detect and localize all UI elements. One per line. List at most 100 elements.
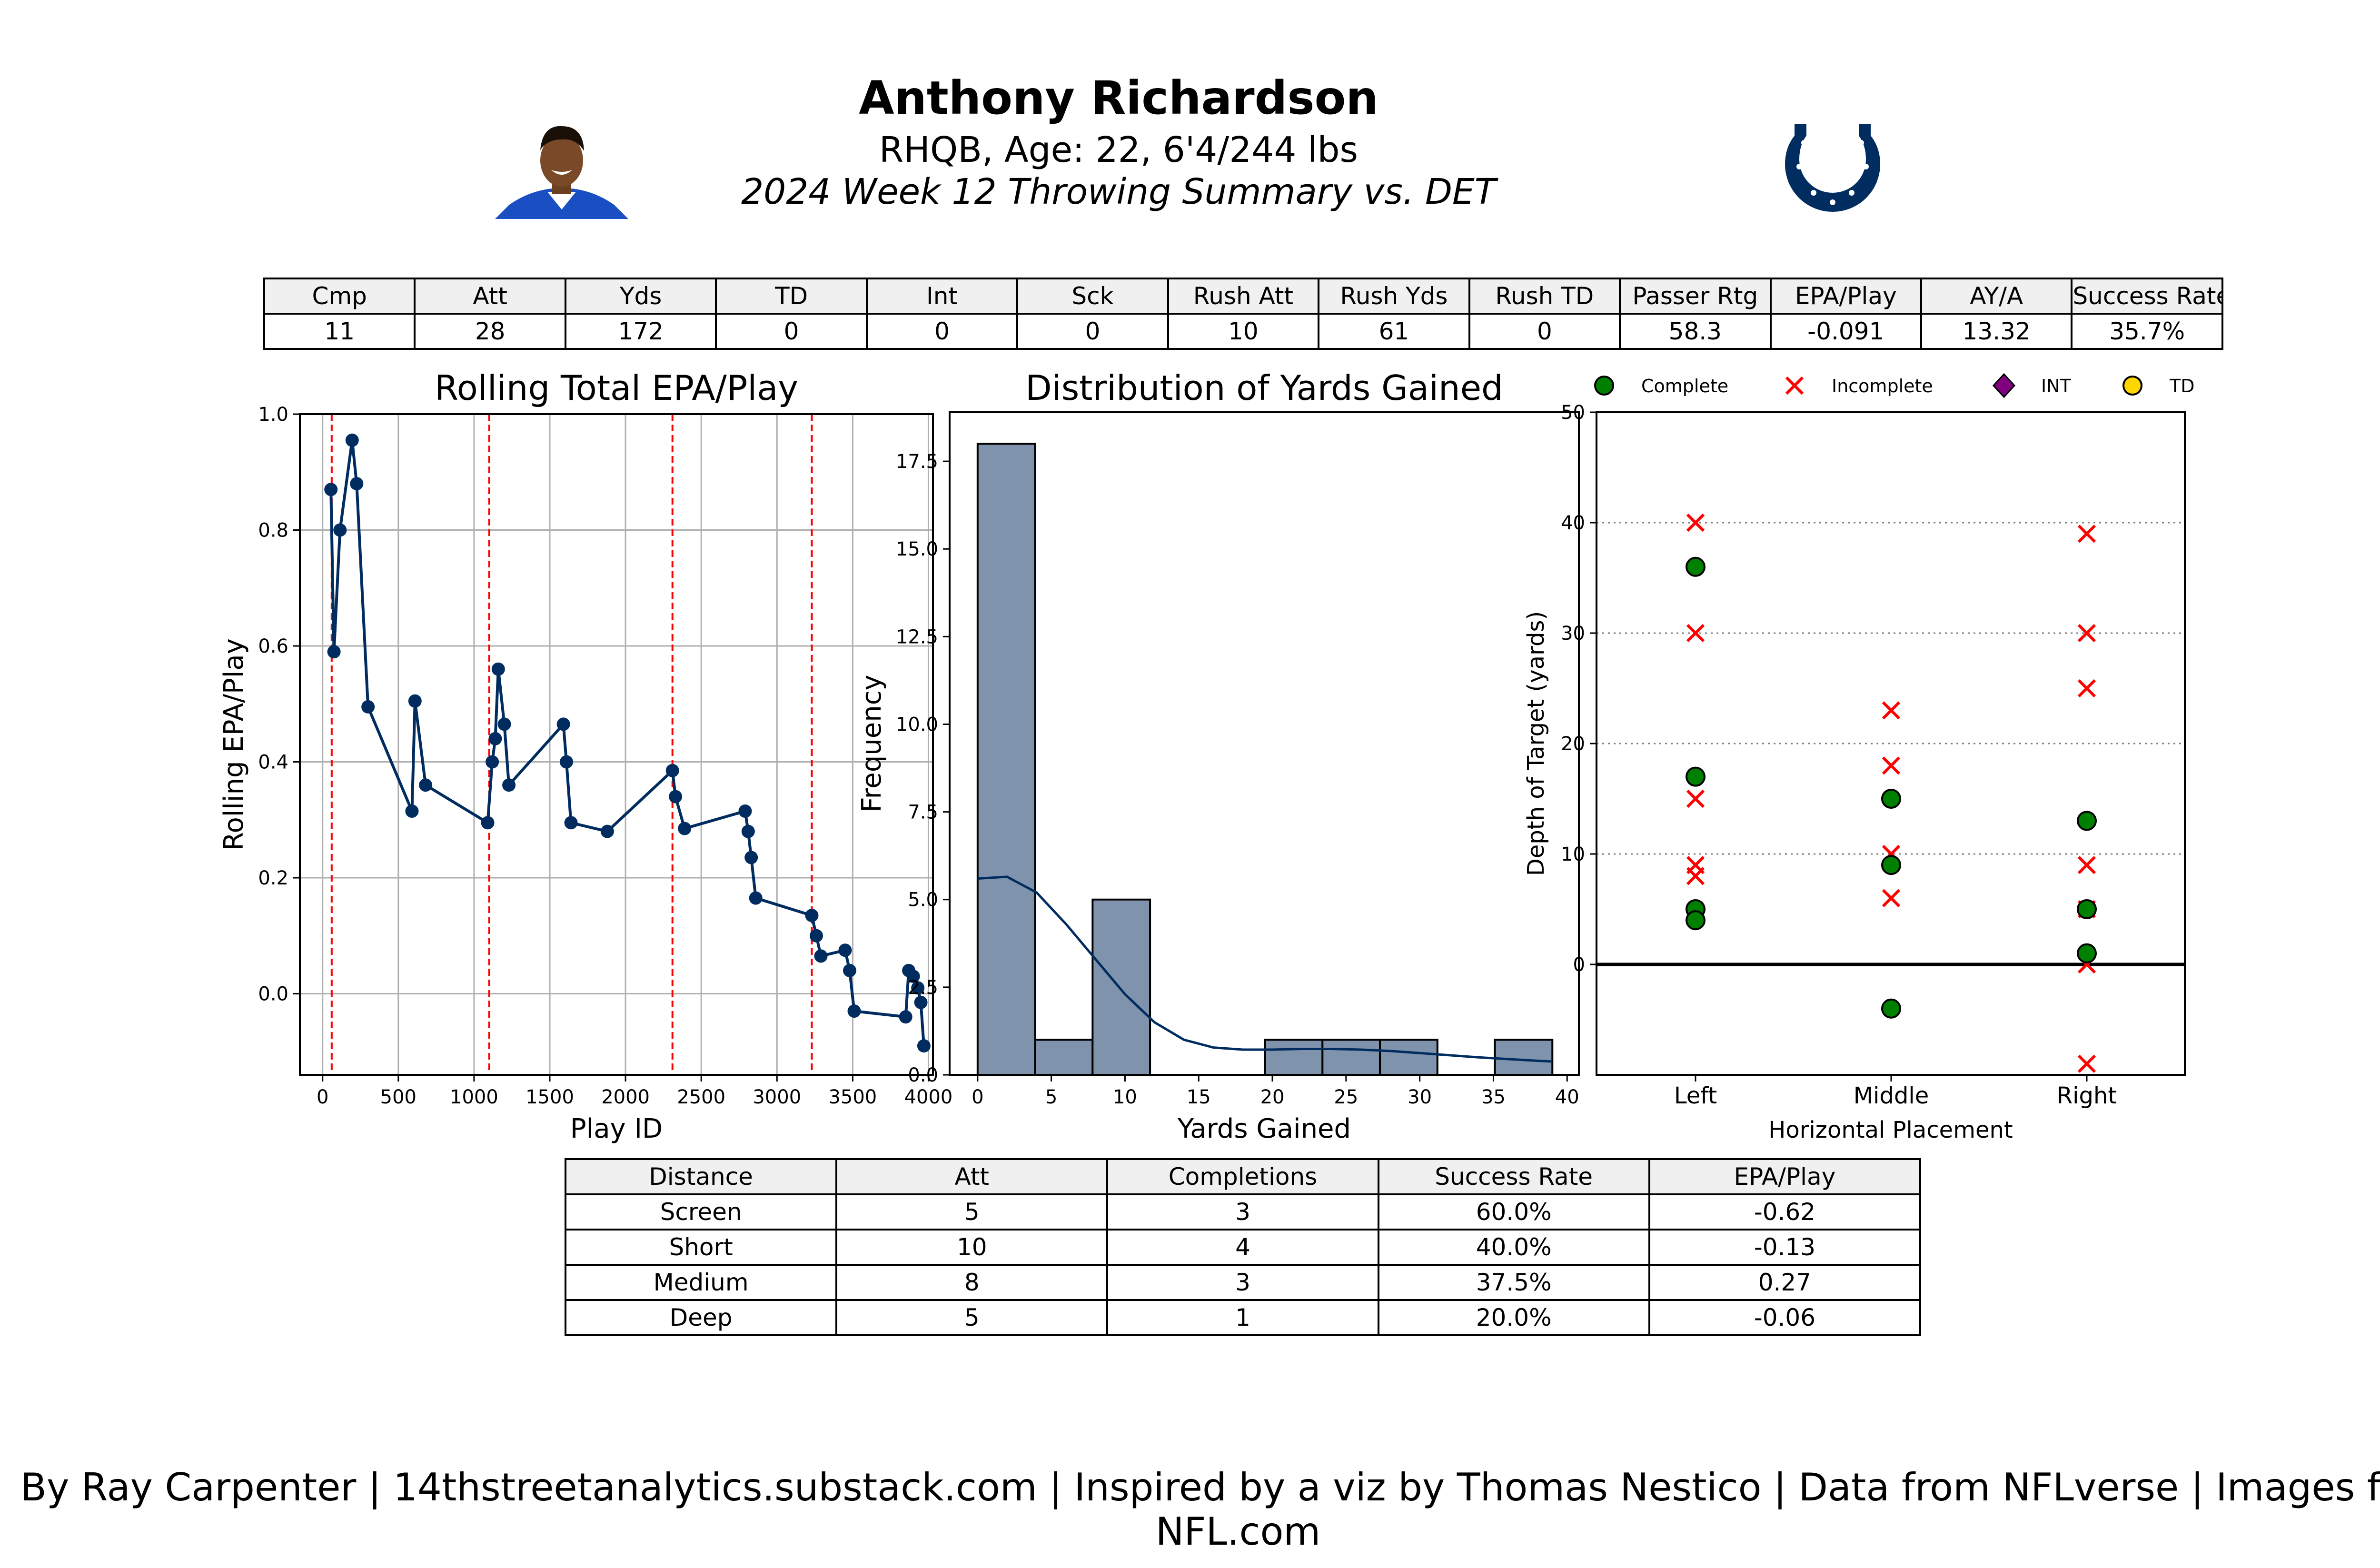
histogram-ytick-label: 10.0 [896, 714, 938, 735]
incomplete-marker [2077, 624, 2096, 643]
incomplete-marker [1686, 867, 1705, 885]
legend-complete: Complete [1594, 376, 1728, 397]
distance-cell: 3 [1106, 1264, 1379, 1301]
rolling-epa-xtick-label: 4000 [904, 1086, 953, 1108]
incomplete-marker [2077, 525, 2096, 543]
rolling-epa-point [810, 929, 823, 943]
player-subtitle: RHQB, Age: 22, 6'4/244 lbs [879, 129, 1359, 170]
distance-cell: 20.0% [1377, 1299, 1650, 1336]
histogram-ylabel: Frequency [856, 675, 887, 812]
distance-cell: -0.62 [1648, 1193, 1922, 1231]
rolling-epa-point [345, 433, 359, 447]
stats-header-cell: Rush Att [1167, 278, 1320, 315]
game-subtitle: 2024 Week 12 Throwing Summary vs. DET [741, 171, 1496, 212]
scatter-ylabel: Depth of Target (yards) [1523, 611, 1549, 876]
rolling-epa-point [906, 970, 920, 983]
rolling-epa-point [899, 1010, 912, 1024]
rolling-epa-line [329, 440, 925, 1046]
scatter-ytick-label: 30 [1561, 623, 1585, 645]
rolling-epa-point [350, 477, 364, 491]
rolling-epa-xtick-label: 1500 [526, 1086, 574, 1108]
stats-header-cell: Sck [1016, 278, 1169, 315]
distance-cell: -0.13 [1648, 1229, 1922, 1266]
stats-value-cell: 172 [564, 313, 717, 350]
distance-header-cell: Distance [564, 1158, 838, 1195]
rolling-epa-point [502, 778, 516, 792]
scatter-xtick-label: Right [2057, 1082, 2117, 1109]
stats-value-cell: 61 [1318, 313, 1470, 350]
stats-table: Cmp Att Yds TD Int Sck Rush Att Rush Yds Rush TD… [263, 278, 2223, 350]
stats-value-cell: 0 [1468, 313, 1621, 350]
histogram-xtick-label: 30 [1408, 1086, 1432, 1108]
scatter-ytick-label: 0 [1573, 954, 1585, 976]
scatter-xtick-label: Middle [1854, 1082, 1929, 1109]
incomplete-marker [1686, 513, 1705, 532]
distance-cell: 37.5% [1377, 1264, 1650, 1301]
rolling-epa-point [556, 717, 570, 731]
distance-row: Medium 8 3 37.5% 0.27 [564, 1264, 1922, 1301]
legend-incomplete-label: Incomplete [1832, 376, 1933, 397]
rolling-epa-xtick-label: 0 [317, 1086, 328, 1108]
histogram-bar [1494, 1039, 1554, 1076]
rolling-epa-point [843, 963, 856, 977]
rolling-epa-point [669, 790, 683, 804]
yards-histogram-chart: Distribution of Yards Gained 0 5 10 15 20 25 3… [856, 368, 1580, 1144]
rolling-epa-xtick-label: 3000 [753, 1086, 801, 1108]
stats-header-cell: Int [865, 278, 1019, 315]
rolling-epa-point [491, 662, 505, 676]
rolling-epa-xtick-label: 2000 [601, 1086, 650, 1108]
rolling-epa-point [333, 523, 347, 537]
histogram-ytick-label: 12.5 [896, 626, 938, 648]
stats-header-cell: Cmp [263, 278, 416, 315]
footer-credits: By Ray Carpenter | 14thstreetanalytics.s… [20, 1465, 2380, 1554]
rolling-epa-point [805, 909, 819, 923]
stats-value-cell: -0.091 [1769, 313, 1922, 350]
legend-td: TD [2122, 376, 2194, 397]
rolling-epa-point [497, 717, 511, 731]
histogram-ytick-label: 0.0 [908, 1064, 938, 1086]
histogram-bar [976, 443, 1036, 1076]
histogram-bar [1091, 898, 1151, 1076]
scatter-xtick-label: Left [1674, 1082, 1717, 1109]
distance-cell: 40.0% [1377, 1229, 1650, 1266]
distance-cell: Deep [564, 1299, 838, 1336]
rolling-epa-point [405, 804, 419, 818]
distance-cell: 3 [1106, 1193, 1379, 1231]
stats-header-cell: Yds [564, 278, 717, 315]
rolling-epa-xtick-label: 2500 [677, 1086, 725, 1108]
rolling-epa-point [917, 1039, 931, 1053]
complete-marker [2077, 811, 2097, 831]
distance-cell: 1 [1106, 1299, 1379, 1336]
histogram-xtick-label: 5 [1045, 1086, 1057, 1108]
histogram-bar [1264, 1039, 1324, 1076]
rolling-epa-point [741, 824, 755, 838]
rolling-epa-ytick-label: 0.8 [258, 520, 288, 542]
incomplete-marker [1882, 889, 1901, 907]
distance-header-cell: EPA/Play [1648, 1158, 1922, 1195]
stats-value-cell: 0 [865, 313, 1019, 350]
histogram-xlabel: Yards Gained [1177, 1113, 1351, 1144]
complete-marker [1686, 766, 1706, 787]
stats-header-cell: Rush TD [1468, 278, 1621, 315]
distance-row: Screen 5 3 60.0% -0.62 [564, 1193, 1922, 1231]
incomplete-marker [2077, 679, 2096, 698]
rolling-epa-point [419, 778, 433, 792]
page-title: Anthony Richardson [859, 71, 1378, 125]
stats-value-cell: 13.32 [1920, 313, 2073, 350]
rolling-epa-point [738, 804, 752, 818]
stats-header-cell: Rush Yds [1318, 278, 1470, 315]
target-depth-scatter: Complete Incomplete INT TD 0 10 20 30 40 50 Left M… [1523, 373, 2194, 1143]
rolling-epa-point [327, 645, 341, 659]
rolling-epa-point [486, 755, 499, 769]
distance-table: Distance Att Completions Success Rate EPA/Pl… [564, 1158, 1922, 1336]
distance-row: Deep 5 1 20.0% -0.06 [564, 1299, 1922, 1336]
histogram-xtick-label: 15 [1187, 1086, 1211, 1108]
complete-marker [1881, 789, 1901, 809]
distance-cell: 0.27 [1648, 1264, 1922, 1301]
rolling-epa-point [814, 949, 828, 963]
incomplete-marker [1882, 756, 1901, 775]
histogram-ytick-label: 5.0 [908, 889, 938, 911]
complete-marker [2077, 943, 2097, 963]
distance-header-cell: Success Rate [1377, 1158, 1650, 1195]
histogram-xtick-label: 20 [1260, 1086, 1285, 1108]
